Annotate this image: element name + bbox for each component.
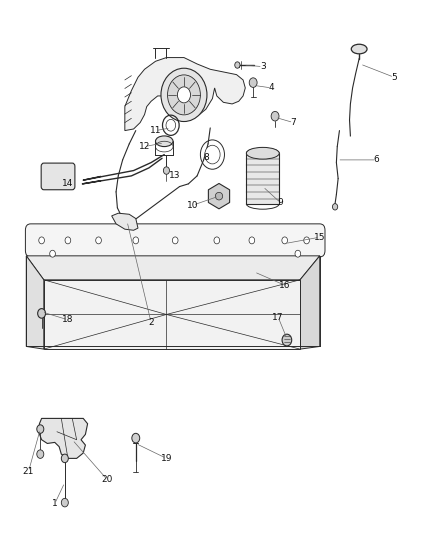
Text: 1: 1 xyxy=(52,499,58,508)
Text: 4: 4 xyxy=(269,84,274,92)
Ellipse shape xyxy=(249,78,257,87)
Ellipse shape xyxy=(161,68,207,122)
Ellipse shape xyxy=(95,237,101,244)
Text: 17: 17 xyxy=(272,313,284,321)
Text: 18: 18 xyxy=(62,316,74,324)
Polygon shape xyxy=(39,418,88,458)
FancyBboxPatch shape xyxy=(41,163,75,190)
Ellipse shape xyxy=(37,425,44,433)
Text: 21: 21 xyxy=(23,467,34,476)
Text: 9: 9 xyxy=(277,198,283,207)
Text: 8: 8 xyxy=(203,153,209,161)
Text: 14: 14 xyxy=(62,180,74,188)
Ellipse shape xyxy=(37,450,44,458)
Ellipse shape xyxy=(332,204,338,210)
Ellipse shape xyxy=(133,237,138,244)
Ellipse shape xyxy=(282,237,287,244)
Ellipse shape xyxy=(271,111,279,121)
Ellipse shape xyxy=(132,433,140,443)
Polygon shape xyxy=(26,256,44,349)
Text: 15: 15 xyxy=(314,233,325,241)
Polygon shape xyxy=(112,213,138,230)
Ellipse shape xyxy=(304,237,309,244)
Ellipse shape xyxy=(215,192,223,200)
Ellipse shape xyxy=(39,237,45,244)
Text: 7: 7 xyxy=(290,118,297,127)
Ellipse shape xyxy=(65,237,71,244)
Text: 10: 10 xyxy=(187,201,198,209)
Polygon shape xyxy=(26,256,320,280)
Text: 5: 5 xyxy=(391,73,397,82)
Polygon shape xyxy=(246,154,279,204)
Ellipse shape xyxy=(155,136,173,147)
Ellipse shape xyxy=(61,454,68,463)
Text: 13: 13 xyxy=(170,172,181,180)
Text: 19: 19 xyxy=(161,454,172,463)
Polygon shape xyxy=(300,256,320,349)
Ellipse shape xyxy=(295,250,300,257)
Text: 3: 3 xyxy=(260,62,266,71)
Ellipse shape xyxy=(351,44,367,54)
Ellipse shape xyxy=(49,250,55,257)
Polygon shape xyxy=(44,280,300,349)
Ellipse shape xyxy=(177,87,191,103)
Text: 11: 11 xyxy=(150,126,161,135)
Ellipse shape xyxy=(163,167,170,174)
Ellipse shape xyxy=(246,147,279,159)
Text: 12: 12 xyxy=(139,142,150,151)
Ellipse shape xyxy=(205,145,220,164)
Polygon shape xyxy=(208,183,230,209)
Ellipse shape xyxy=(166,119,176,131)
Ellipse shape xyxy=(282,334,292,346)
Polygon shape xyxy=(125,58,245,131)
Ellipse shape xyxy=(235,62,240,68)
Ellipse shape xyxy=(249,237,255,244)
Text: 20: 20 xyxy=(102,475,113,484)
Text: 16: 16 xyxy=(279,281,290,289)
Ellipse shape xyxy=(167,75,200,115)
Text: 2: 2 xyxy=(148,318,154,327)
Ellipse shape xyxy=(214,237,219,244)
Ellipse shape xyxy=(61,498,68,507)
Text: 6: 6 xyxy=(374,156,380,164)
Ellipse shape xyxy=(173,237,178,244)
Ellipse shape xyxy=(38,309,46,318)
FancyBboxPatch shape xyxy=(25,224,325,257)
